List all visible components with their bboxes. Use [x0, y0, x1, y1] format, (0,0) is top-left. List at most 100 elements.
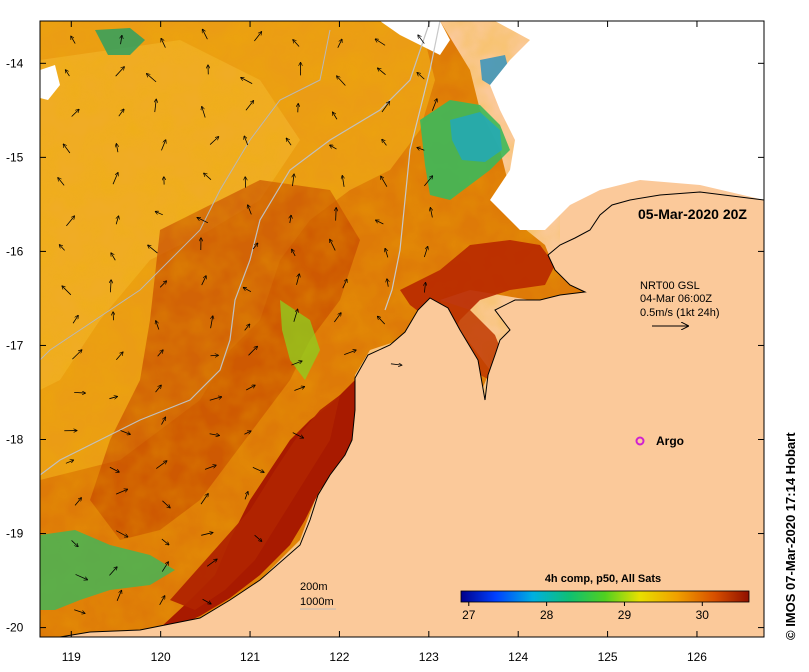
map-title: 05-Mar-2020 20Z [638, 206, 747, 222]
current-vector-arrow [66, 216, 74, 227]
current-vector-arrow [334, 313, 341, 323]
gulf-hot-water [440, 300, 505, 380]
current-vector-arrow [244, 324, 250, 331]
cool-water-patch-sw [40, 530, 175, 610]
current-vector-arrow [62, 286, 72, 296]
current-vector-arrow [209, 434, 219, 436]
current-vector-arrow [109, 567, 116, 576]
current-vector-arrow [381, 176, 388, 187]
current-vector-arrow [71, 110, 79, 117]
current-vector-arrow [424, 283, 425, 293]
current-vector-arrow [118, 109, 124, 117]
colorbar-tick-label: 28 [540, 608, 554, 622]
current-vector-arrow [120, 430, 130, 435]
current-vector-arrow [254, 534, 262, 541]
lon-tick-label: 120 [151, 650, 171, 664]
isobath-1000m-west [40, 29, 331, 361]
current-vector-arrow [116, 144, 118, 153]
current-vector-arrow [157, 350, 163, 357]
cool-water-patch-nw [95, 28, 145, 55]
current-vector-arrow [72, 316, 78, 324]
lat-tick-label: -18 [6, 433, 24, 447]
lon-tick-label: 119 [62, 650, 81, 664]
current-vector-arrow [161, 140, 165, 151]
current-vector-arrow [159, 281, 166, 288]
current-vector-arrow [63, 144, 71, 154]
current-vector-arrow [293, 310, 298, 322]
current-vector-arrow [431, 99, 437, 111]
cloud-nodata-northeast [490, 21, 764, 230]
current-vector-arrow [74, 609, 84, 614]
current-vector-arrow [121, 36, 122, 45]
argo-label: Argo [656, 434, 684, 448]
current-vector-arrow [378, 317, 386, 325]
current-vector-arrow [200, 494, 208, 505]
current-vector-arrow [206, 559, 217, 567]
current-vector-arrow [162, 500, 169, 508]
map-plot-area: Argo 05-Mar-2020 20Z NRT00 GSL 04-Mar 06… [40, 21, 764, 637]
current-vector-field [58, 30, 437, 614]
current-vector-arrow [204, 173, 212, 180]
current-vector-arrow [417, 73, 425, 80]
current-vector-arrow [115, 489, 127, 495]
current-vector-arrow [74, 392, 85, 393]
current-model-label: NRT00 GSL [640, 280, 700, 292]
current-vector-arrow [201, 533, 212, 536]
current-vector-arrow [155, 99, 156, 113]
imos-credit: © IMOS 07-Mar-2020 17:14 Hobart [783, 432, 798, 640]
lat-tick-label: -20 [6, 621, 24, 635]
lat-tick-label: -19 [6, 527, 24, 541]
lon-tick-label: 123 [419, 650, 439, 664]
current-vector-arrow [423, 247, 427, 258]
lon-tick-label: 126 [687, 650, 707, 664]
colorbar-ticks: 27 28 29 30 [462, 602, 709, 622]
current-vector-arrow [430, 208, 432, 218]
current-vector-arrow [241, 78, 253, 84]
current-vector-arrow [211, 316, 213, 329]
current-vector-arrow [342, 176, 344, 187]
current-vector-arrow [293, 40, 300, 47]
current-vector-arrow [159, 596, 165, 605]
current-vector-arrow [245, 101, 253, 111]
current-vector-arrow [246, 385, 255, 391]
current-vector-arrow [116, 352, 122, 360]
current-vector-arrow [71, 540, 78, 546]
current-vector-arrow [155, 385, 161, 393]
current-vector-arrow [244, 492, 248, 500]
colorbar-title: 4h comp, p50, All Sats [545, 573, 661, 585]
colorbar-tick-label: 27 [462, 608, 476, 622]
isobath-200m [384, 21, 441, 311]
current-vector-arrow [417, 148, 425, 151]
current-vector-arrow [418, 35, 425, 44]
map-frame [39, 20, 765, 638]
lat-tick-label: -16 [6, 244, 24, 258]
current-vector-arrow [294, 387, 304, 391]
current-vector-arrow [286, 139, 292, 146]
current-vector-arrow [378, 68, 386, 75]
latitude-axis: -14 -15 -16 -17 -18 -19 -20 [6, 56, 764, 635]
current-vector-arrow [375, 39, 386, 46]
current-vector-arrow [74, 498, 81, 506]
current-vector-arrow [203, 30, 208, 40]
argo-float-marker [635, 436, 645, 446]
depth-legend-1000m: 1000m [300, 596, 334, 608]
colorbar-tick-label: 29 [618, 608, 632, 622]
current-vector-arrow [337, 40, 342, 48]
current-vector-arrow [209, 397, 222, 401]
current-vector-arrow [248, 347, 258, 356]
current-vector-arrow [60, 245, 65, 251]
current-vector-arrow [72, 350, 81, 360]
current-vector-arrow [111, 253, 116, 261]
coastal-hot-water-2 [170, 395, 340, 610]
current-vector-arrow [116, 216, 118, 225]
current-vector-arrow [202, 598, 211, 604]
current-vector-arrow [252, 467, 264, 472]
current-vector-arrow [385, 249, 389, 258]
lon-tick-label: 122 [329, 650, 349, 664]
current-vector-arrow [161, 562, 168, 572]
current-vector-arrow [204, 465, 216, 470]
lat-tick-label: -14 [6, 56, 24, 70]
current-scale-label: 0.5m/s (1kt 24h) [640, 307, 719, 319]
current-vector-arrow [252, 243, 257, 250]
